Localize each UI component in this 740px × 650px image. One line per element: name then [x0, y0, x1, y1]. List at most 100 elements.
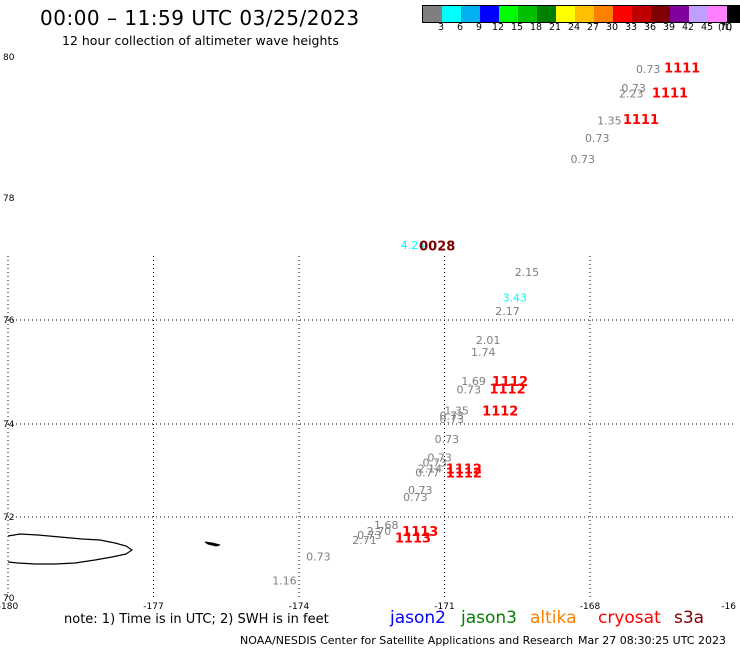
colorbar-label: 30	[605, 22, 619, 33]
swh-value: 0.73	[570, 153, 595, 166]
satellite-jason3: jason3	[461, 608, 517, 628]
observation-time: 1111	[652, 86, 688, 101]
observation-time: 1112	[446, 463, 482, 478]
colorbar-label: 24	[567, 22, 581, 33]
swh-value: 0.73	[427, 451, 452, 464]
swh-value: 2.70	[367, 525, 392, 538]
observation-time: 1112	[446, 466, 482, 481]
swh-value: 1.16	[272, 575, 297, 588]
colorbar-unit: (ft)	[718, 22, 733, 33]
colorbar-swatch	[499, 6, 518, 22]
colorbar-label: 45	[700, 22, 714, 33]
longitude-label: -180	[0, 602, 18, 612]
colorbar-labels: 3 6 9 12 15 18 21 24 27 30 33 36 39 42 45 70 (ft)	[422, 22, 740, 36]
latitude-label: 78	[3, 194, 15, 204]
observation-times: 1111111111110028111211121112111211121113…	[395, 62, 700, 547]
colorbar-swatch	[423, 6, 442, 22]
observation-time: 1112	[492, 375, 528, 390]
observation-time: 1111	[664, 62, 700, 77]
colorbar-label: 3	[437, 22, 445, 33]
swh-value: 0.73	[435, 433, 460, 446]
colorbar-swatch	[575, 6, 594, 22]
swh-value: 2.17	[495, 305, 520, 318]
swh-value: 1.69	[461, 375, 486, 388]
observation-time: 1113	[395, 531, 431, 546]
swh-value: 1.35	[444, 404, 469, 417]
graticule	[7, 256, 735, 598]
colorbar-label: 39	[662, 22, 676, 33]
colorbar-swatch	[651, 6, 670, 22]
generated-timestamp: Mar 27 08:30:25 UTC 2023	[578, 634, 726, 647]
credit-text: NOAA/NESDIS Center for Satellite Applica…	[240, 634, 574, 647]
colorbar-label: 36	[643, 22, 657, 33]
swh-value: 2.71	[352, 534, 377, 547]
colorbar-label: 12	[491, 22, 505, 33]
swh-value: 4.24	[401, 239, 426, 252]
swh-value: 2.15	[515, 266, 540, 279]
longitude-label: -171	[434, 602, 454, 612]
colorbar-label: 9	[475, 22, 483, 33]
colorbar-label: 27	[586, 22, 600, 33]
swh-value: 0.73	[621, 82, 646, 95]
observation-time: 1112	[482, 404, 518, 419]
islet-coastline	[204, 541, 221, 547]
swh-value: 2.14	[418, 463, 443, 476]
colorbar-swatch	[689, 6, 708, 22]
colorbar-swatch	[442, 6, 461, 22]
longitude-label: -174	[289, 602, 310, 612]
observation-time: 1113	[402, 525, 438, 540]
latitude-labels: 80 78 76 74 72 70	[3, 53, 15, 604]
swh-value: 0.73	[636, 63, 661, 76]
swh-value: 0.73	[306, 550, 331, 563]
colorbar-swatch	[461, 6, 480, 22]
latitude-label: 74	[3, 420, 15, 430]
colorbar-label: 21	[548, 22, 562, 33]
colorbar-swatch	[518, 6, 537, 22]
map-subtitle: 12 hour collection of altimeter wave hei…	[62, 33, 339, 48]
latitude-label: 72	[3, 513, 14, 523]
swh-value: 0.77	[415, 466, 440, 479]
colorbar-swatch	[727, 6, 740, 22]
latitude-label: 76	[3, 316, 15, 326]
swh-value: 1.35	[597, 114, 622, 127]
swh-value: 1.68	[374, 519, 399, 532]
observation-time: 1112	[489, 383, 525, 398]
colorbar-swatch	[708, 6, 727, 22]
swh-value: 0.73	[585, 132, 610, 145]
swh-value: 0.73	[457, 384, 482, 397]
swh-value: 0.73	[403, 491, 428, 504]
wrangel-island-coastline	[7, 533, 134, 565]
colorbar-label: 70	[719, 22, 733, 33]
colorbar-label: 33	[624, 22, 638, 33]
longitude-labels: -180 -177 -174 -171 -168 -16	[0, 602, 736, 612]
swh-value: 0.73	[357, 529, 382, 542]
satellite-cryosat: cryosat	[598, 608, 661, 628]
colorbar-swatch	[613, 6, 632, 22]
colorbar-label: 15	[510, 22, 524, 33]
satellite-s3a: s3a	[674, 608, 705, 628]
longitude-label: -16	[721, 602, 736, 612]
swh-value: 0.73	[440, 413, 465, 426]
observation-time: 1111	[623, 113, 659, 128]
wave-height-colorbar	[422, 5, 740, 23]
colorbar-swatch	[556, 6, 575, 22]
longitude-label: -177	[143, 602, 163, 612]
observation-time: 0028	[419, 240, 455, 255]
satellite-jason2: jason2	[390, 608, 446, 628]
colorbar-swatch	[594, 6, 613, 22]
swh-value: 1.74	[471, 346, 496, 359]
latitude-label: 80	[3, 53, 15, 63]
colorbar-swatch	[480, 6, 499, 22]
swh-value: 0.73	[408, 484, 433, 497]
swh-value: 2.01	[476, 334, 501, 347]
land-outline	[7, 533, 221, 565]
wave-height-observations: 0.730.732.231.350.730.734.242.153.432.17…	[272, 63, 660, 588]
colorbar-label: 42	[681, 22, 695, 33]
colorbar-label: 6	[456, 22, 464, 33]
footer-note: note: 1) Time is in UTC; 2) SWH is in fe…	[64, 612, 329, 627]
map-title: 00:00 – 11:59 UTC 03/25/2023	[40, 6, 360, 30]
latitude-label: 70	[3, 594, 15, 604]
satellite-altika: altika	[530, 608, 577, 628]
swh-value: 2.23	[619, 88, 644, 101]
